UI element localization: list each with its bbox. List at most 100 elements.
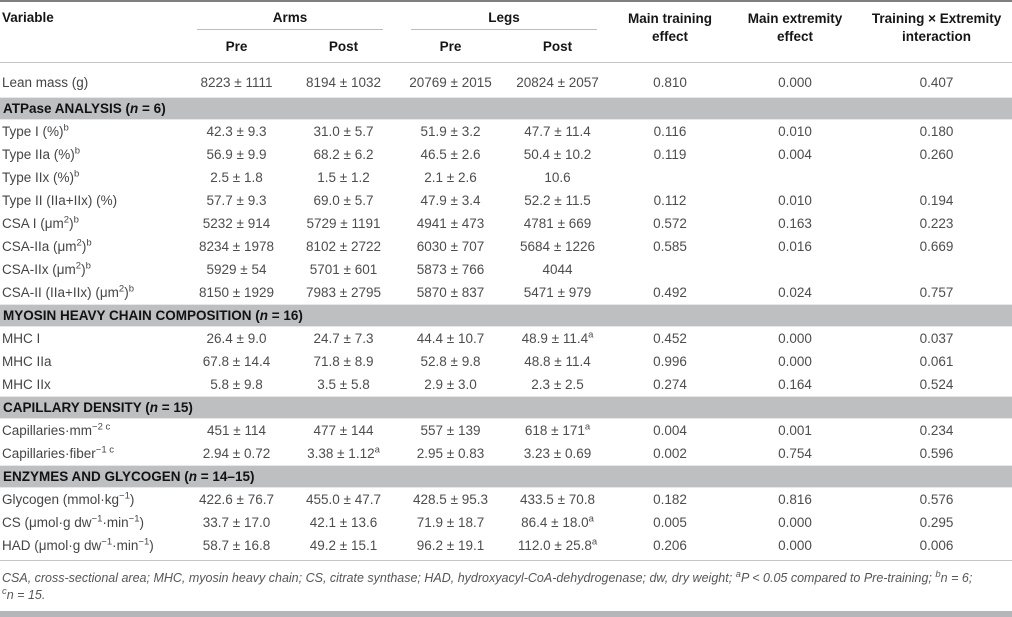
value-cell: 5684 ± 1226 bbox=[520, 239, 596, 254]
value-cell: 0.295 bbox=[919, 515, 954, 530]
value-cell: 2.5 ± 1.8 bbox=[210, 170, 263, 185]
value-cell: 47.9 ± 3.4 bbox=[420, 193, 481, 208]
table-row: Capillaries·mm−2 c 451 ± 114 477 ± 144 557 … bbox=[0, 419, 1012, 443]
value-cell: 0.005 bbox=[653, 515, 687, 530]
value-cell: 56.9 ± 9.9 bbox=[206, 147, 267, 162]
variable-cell: CSA I (μm2)b bbox=[2, 214, 79, 231]
variable-cell: HAD (μmol·g dw−1·min−1) bbox=[0, 534, 183, 561]
value-cell: 0.163 bbox=[778, 216, 812, 231]
variable-cell: CSA-IIx (μm2)b bbox=[2, 260, 91, 277]
section-row: MYOSIN HEAVY CHAIN COMPOSITION (n = 16) bbox=[0, 304, 1012, 327]
value-cell: 20769 ± 2015 bbox=[409, 75, 492, 90]
section-header-label: ATPase ANALYSIS (n = 6) bbox=[0, 97, 1012, 120]
value-cell: 47.7 ± 11.4 bbox=[524, 124, 591, 139]
value-cell: 2.9 ± 3.0 bbox=[424, 377, 477, 392]
arms-underline bbox=[197, 29, 384, 30]
value-cell: 58.7 ± 16.8 bbox=[183, 534, 290, 561]
value-cell: 26.4 ± 9.0 bbox=[206, 331, 267, 346]
value-cell: 0.492 bbox=[653, 285, 687, 300]
value-cell: 24.7 ± 7.3 bbox=[313, 331, 374, 346]
column-group-arms: Arms bbox=[183, 1, 397, 30]
value-cell: 433.5 ± 70.8 bbox=[520, 492, 595, 507]
variable-cell: Lean mass (g) bbox=[2, 75, 89, 90]
value-cell: 8102 ± 2722 bbox=[306, 239, 381, 254]
section-header-label: CAPILLARY DENSITY (n = 15) bbox=[0, 396, 1012, 419]
column-header-arms-pre: Pre bbox=[183, 30, 290, 63]
value-cell bbox=[729, 166, 861, 189]
value-cell: 112.0 ± 25.8a bbox=[504, 534, 612, 561]
value-cell: 0.754 bbox=[778, 446, 812, 461]
table-row: Type IIx (%)b 2.5 ± 1.8 1.5 ± 1.2 2.1 ± 2.6… bbox=[0, 166, 1012, 189]
table-row: Capillaries·fiber−1 c 2.94 ± 0.72 3.38 ± 1… bbox=[0, 442, 1012, 466]
column-header-variable: Variable bbox=[0, 1, 183, 63]
value-cell: 42.3 ± 9.3 bbox=[206, 124, 267, 139]
table-row: MHC IIa 67.8 ± 14.4 71.8 ± 8.9 52.8 ± 9.8 48… bbox=[0, 350, 1012, 373]
value-cell: 0.194 bbox=[919, 193, 954, 208]
value-cell: 0.407 bbox=[919, 75, 954, 90]
value-cell: 7983 ± 2795 bbox=[306, 285, 381, 300]
value-cell: 5929 ± 54 bbox=[206, 262, 267, 277]
value-cell: 6030 ± 707 bbox=[416, 239, 485, 254]
value-cell: 50.4 ± 10.2 bbox=[523, 147, 592, 162]
legs-underline bbox=[411, 29, 598, 30]
value-cell: 51.9 ± 3.2 bbox=[420, 124, 481, 139]
value-cell: 4941 ± 473 bbox=[416, 216, 485, 231]
value-cell: 0.000 bbox=[778, 331, 812, 346]
value-cell: 0.572 bbox=[653, 216, 687, 231]
table-row: Glycogen (mmol·kg−1) 422.6 ± 76.7 455.0 ± … bbox=[0, 488, 1012, 512]
value-cell: 2.95 ± 0.83 bbox=[416, 446, 485, 461]
value-cell: 0.000 bbox=[778, 515, 812, 530]
value-cell: 1.5 ± 1.2 bbox=[317, 170, 370, 185]
column-header-main-training-effect: Main training effect bbox=[611, 1, 730, 63]
column-group-legs-label: Legs bbox=[488, 10, 520, 25]
value-cell: 0.004 bbox=[653, 423, 687, 438]
table-body: Lean mass (g) 8223 ± 1111 8194 ± 1032 20769… bbox=[0, 63, 1012, 561]
table-row: Type II (IIa+IIx) (%) 57.7 ± 9.3 69.0 ± 5.… bbox=[0, 189, 1012, 212]
value-cell: 4044 bbox=[542, 262, 573, 277]
table-footnotes: CSA, cross-sectional area; MHC, myosin h… bbox=[0, 561, 1012, 608]
value-cell: 86.4 ± 18.0a bbox=[521, 513, 594, 530]
value-cell: 0.810 bbox=[653, 75, 687, 90]
value-cell: 0.116 bbox=[653, 124, 687, 139]
column-group-arms-label: Arms bbox=[272, 10, 308, 25]
value-cell: 0.112 bbox=[653, 193, 687, 208]
value-cell: 5729 ± 1191 bbox=[306, 216, 381, 231]
value-cell bbox=[729, 258, 861, 281]
value-cell: 0.024 bbox=[778, 285, 812, 300]
value-cell: 0.010 bbox=[778, 124, 812, 139]
value-cell: 52.2 ± 11.5 bbox=[524, 193, 591, 208]
section-row: CAPILLARY DENSITY (n = 15) bbox=[0, 396, 1012, 419]
value-cell: 0.585 bbox=[653, 239, 687, 254]
value-cell: 0.164 bbox=[778, 377, 812, 392]
value-cell: 477 ± 144 bbox=[313, 423, 374, 438]
value-cell: 0.000 bbox=[778, 75, 812, 90]
section-header-label: MYOSIN HEAVY CHAIN COMPOSITION (n = 16) bbox=[0, 304, 1012, 327]
value-cell: 3.38 ± 1.12a bbox=[307, 444, 380, 461]
value-cell: 0.206 bbox=[611, 534, 730, 561]
column-header-interaction: Training × Extremity interaction bbox=[861, 1, 1012, 63]
value-cell: 0.524 bbox=[919, 377, 954, 392]
value-cell: 0.037 bbox=[919, 331, 954, 346]
variable-cell: Glycogen (mmol·kg−1) bbox=[2, 490, 135, 507]
table-row: Type IIa (%)b 56.9 ± 9.9 68.2 ± 6.2 46.5 ± … bbox=[0, 143, 1012, 166]
value-cell: 618 ± 171a bbox=[524, 421, 591, 438]
value-cell: 0.001 bbox=[778, 423, 812, 438]
value-cell: 46.5 ± 2.6 bbox=[420, 147, 481, 162]
table-row: CSA-II (IIa+IIx) (μm2)b 8150 ± 1929 7983 ±… bbox=[0, 281, 1012, 305]
variable-cell: Capillaries·fiber−1 c bbox=[2, 444, 115, 461]
value-cell: 0.234 bbox=[919, 423, 954, 438]
value-cell: 422.6 ± 76.7 bbox=[199, 492, 274, 507]
value-cell: 0.010 bbox=[778, 193, 812, 208]
value-cell: 5232 ± 914 bbox=[202, 216, 271, 231]
value-cell: 4781 ± 669 bbox=[523, 216, 592, 231]
variable-cell: CSA-II (IIa+IIx) (μm2)b bbox=[2, 283, 135, 300]
variable-cell: MHC IIx bbox=[2, 377, 51, 392]
value-cell: 31.0 ± 5.7 bbox=[313, 124, 374, 139]
table-row: CS (μmol·g dw−1·min−1) 33.7 ± 17.0 42.1 ± … bbox=[0, 511, 1012, 534]
variable-cell: MHC IIa bbox=[2, 354, 52, 369]
value-cell: 0.669 bbox=[919, 239, 954, 254]
value-cell: 48.9 ± 11.4a bbox=[521, 329, 594, 346]
value-cell: 8234 ± 1978 bbox=[199, 239, 274, 254]
variable-cell: CS (μmol·g dw−1·min−1) bbox=[2, 513, 144, 530]
value-cell: 3.5 ± 5.8 bbox=[317, 377, 370, 392]
